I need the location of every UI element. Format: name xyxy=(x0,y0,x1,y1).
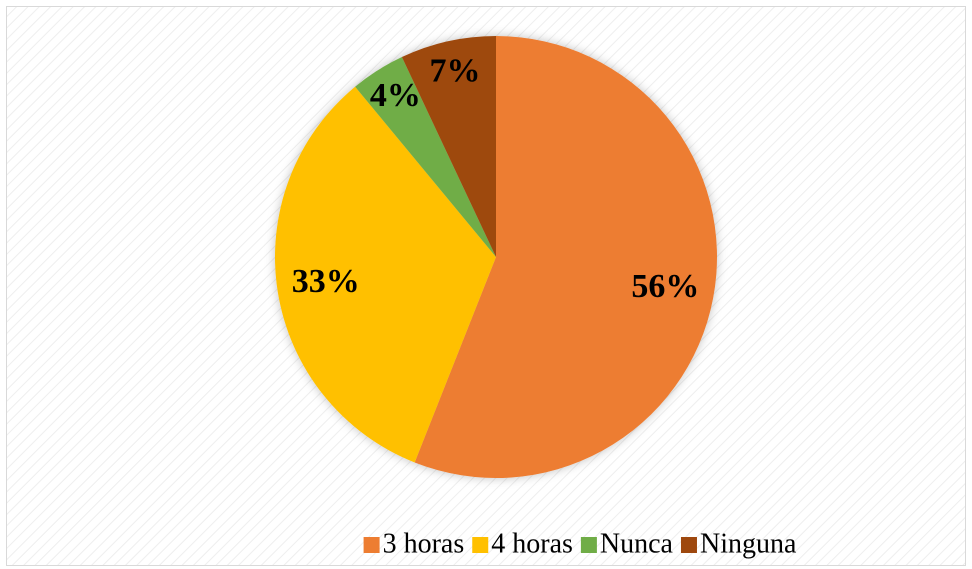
legend-label: Ninguna xyxy=(700,528,797,559)
pie-slice xyxy=(275,86,496,463)
data-label: 33% xyxy=(292,263,360,300)
data-label: 4% xyxy=(370,77,421,114)
data-labels: 56% 33% 4%7% xyxy=(292,52,700,305)
legend-label: 4 horas xyxy=(491,528,573,559)
legend: 3 horas 4 horas Nunca Ninguna xyxy=(363,528,797,559)
data-label: 56% xyxy=(631,268,699,305)
pie-slice xyxy=(414,36,718,478)
data-label: 7% xyxy=(430,52,481,89)
pie-slice xyxy=(401,36,496,257)
legend-label: Nunca xyxy=(600,528,674,559)
pie xyxy=(275,36,718,478)
legend-swatch xyxy=(680,537,697,553)
pie-slice xyxy=(355,57,496,258)
legend-label: 3 horas xyxy=(383,528,465,559)
legend-swatch xyxy=(363,537,380,553)
legend-swatch xyxy=(580,537,597,553)
legend-swatch xyxy=(472,537,489,553)
